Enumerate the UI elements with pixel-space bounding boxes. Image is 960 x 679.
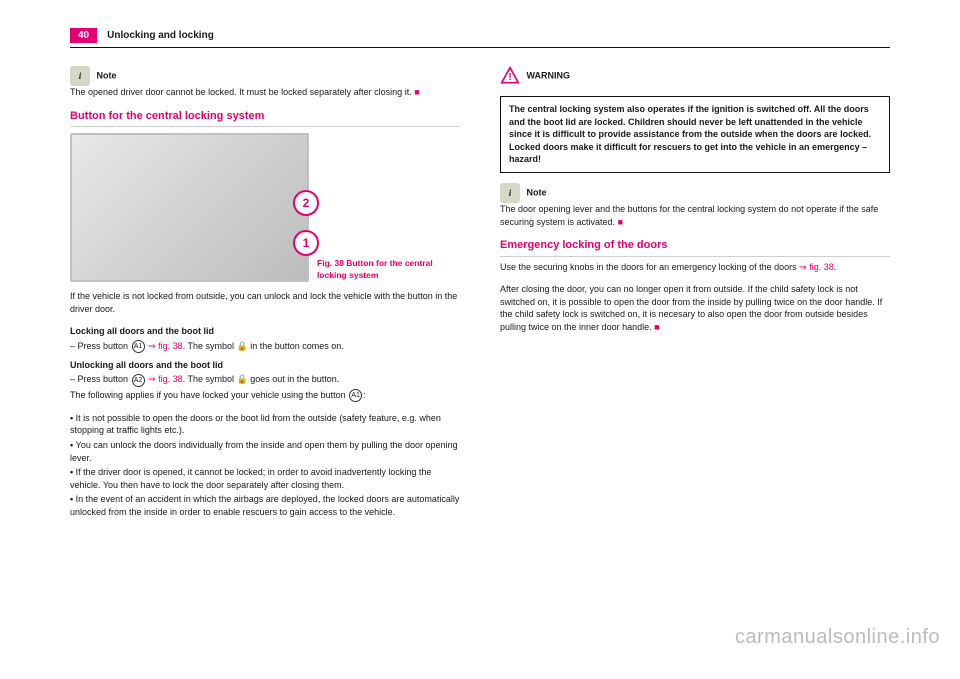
info-icon: i — [500, 183, 520, 203]
circled-2: A2 — [132, 374, 145, 387]
svg-text:!: ! — [508, 72, 511, 83]
emergency-p1: Use the securing knobs in the doors for … — [500, 261, 890, 274]
note-text: The opened driver door cannot be locked.… — [70, 86, 460, 99]
info-icon: i — [70, 66, 90, 86]
note-block-2: i Note The door opening lever and the bu… — [500, 183, 890, 228]
page: 40 Unlocking and locking i Note The open… — [70, 0, 890, 526]
end-marker: ■ — [414, 87, 419, 97]
unlock-heading: Unlocking all doors and the boot lid — [70, 359, 460, 372]
circled-1: A1 — [132, 340, 145, 353]
unlock-step: Press button A2 ⇒ fig. 38. The symbol 🔒 … — [70, 373, 460, 386]
page-number: 40 — [70, 28, 97, 43]
note2-text: The door opening lever and the buttons f… — [500, 203, 890, 228]
section-title-emergency: Emergency locking of the doors — [500, 238, 890, 256]
emergency-p2: After closing the door, you can no longe… — [500, 283, 890, 333]
warning-heading: ! WARNING — [500, 66, 890, 86]
bullet-3: If the driver door is opened, it cannot … — [70, 466, 460, 491]
following-text: The following applies if you have locked… — [70, 389, 460, 402]
callout-1: 1 — [293, 230, 319, 256]
end-marker: ■ — [618, 217, 623, 227]
note-label: Note — [97, 71, 117, 81]
warning-box: The central locking system also operates… — [500, 96, 890, 173]
bullet-4: In the event of an accident in which the… — [70, 493, 460, 518]
header: 40 Unlocking and locking — [70, 28, 890, 48]
circled-1b: A1 — [349, 389, 362, 402]
lock-step: Press button A1 ⇒ fig. 38. The symbol 🔒 … — [70, 340, 460, 353]
bullet-1: It is not possible to open the doors or … — [70, 412, 460, 437]
note2-label: Note — [527, 188, 547, 198]
body-columns: i Note The opened driver door cannot be … — [70, 66, 890, 526]
figure-image: 2 1 — [70, 133, 309, 282]
end-marker: ■ — [654, 322, 659, 332]
callout-2: 2 — [293, 190, 319, 216]
lock-icon: 🔒 — [236, 341, 247, 351]
note-block-1: i Note The opened driver door cannot be … — [70, 66, 460, 99]
section-title-button: Button for the central locking system — [70, 109, 460, 127]
lock-icon: 🔒 — [236, 374, 247, 384]
header-title: Unlocking and locking — [107, 30, 214, 41]
warning-icon: ! — [500, 66, 520, 86]
figure-caption: Fig. 38 Button for the central locking s… — [317, 258, 447, 282]
warning-label: WARNING — [527, 71, 571, 81]
figure-38: 2 1 Fig. 38 Button for the central locki… — [70, 133, 460, 282]
bullet-2: You can unlock the doors individually fr… — [70, 439, 460, 464]
intro-text: If the vehicle is not locked from outsid… — [70, 290, 460, 315]
lock-heading: Locking all doors and the boot lid — [70, 325, 460, 338]
watermark: carmanualsonline.info — [735, 626, 940, 649]
